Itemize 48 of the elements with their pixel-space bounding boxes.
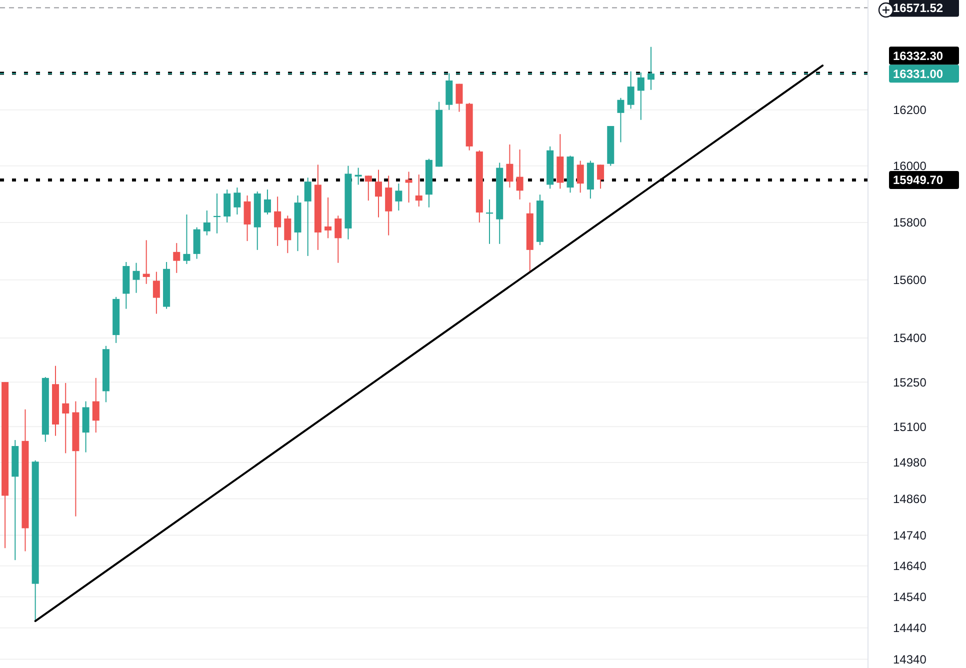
- y-tick-label: 14340: [893, 652, 927, 666]
- y-tick-label: 15600: [893, 273, 927, 288]
- candlestick: [627, 70, 634, 110]
- y-tick-label: 16000: [893, 159, 927, 174]
- candlestick: [284, 215, 292, 254]
- candlestick: [173, 242, 180, 274]
- y-tick-label: 15100: [893, 420, 927, 434]
- candlestick: [576, 160, 584, 194]
- ref-line-label: 16332.30: [893, 48, 944, 63]
- candlestick: [395, 183, 402, 212]
- y-tick-label: 14980: [893, 456, 927, 470]
- candlestick: [264, 189, 271, 215]
- candlestick: [62, 382, 70, 454]
- y-tick-label: 15250: [893, 375, 927, 390]
- candlestick: [456, 83, 463, 112]
- candlestick: [415, 174, 422, 208]
- y-tick-label: 14540: [893, 590, 927, 604]
- candlestick: [374, 169, 382, 218]
- candlestick: [506, 144, 514, 188]
- ref-line-label: 16331.00: [893, 66, 944, 81]
- candlestick: [92, 377, 100, 434]
- y-tick-label: 14740: [893, 528, 927, 542]
- candlestick: [224, 189, 231, 223]
- candlestick: [364, 175, 372, 202]
- candlestick: [244, 194, 251, 242]
- candlestick: [234, 187, 241, 215]
- candlestick: [334, 215, 342, 264]
- candlestick: [385, 175, 392, 236]
- candlestick: [405, 171, 412, 204]
- candlestick: [617, 97, 624, 143]
- y-tick-label: 14860: [893, 492, 927, 506]
- y-tick-label: 15400: [893, 331, 927, 346]
- y-tick-label: 14440: [893, 621, 927, 636]
- y-tick-label: 16200: [893, 103, 927, 118]
- candlestick: [152, 271, 160, 314]
- candlestick: [597, 164, 604, 190]
- ref-line-label: 15949.70: [893, 173, 944, 188]
- candlestick: [274, 196, 282, 246]
- candlestick: [203, 210, 210, 236]
- candlestick: [183, 214, 190, 265]
- candlestick: [304, 177, 312, 256]
- ref-line-label: 16571.52: [893, 0, 944, 15]
- candlestick: [324, 196, 332, 239]
- y-tick-label: 15800: [893, 216, 927, 230]
- y-tick-label: 14640: [893, 559, 927, 574]
- candlestick: [132, 262, 140, 294]
- candlestick: [516, 149, 524, 200]
- candlestick: [142, 240, 150, 284]
